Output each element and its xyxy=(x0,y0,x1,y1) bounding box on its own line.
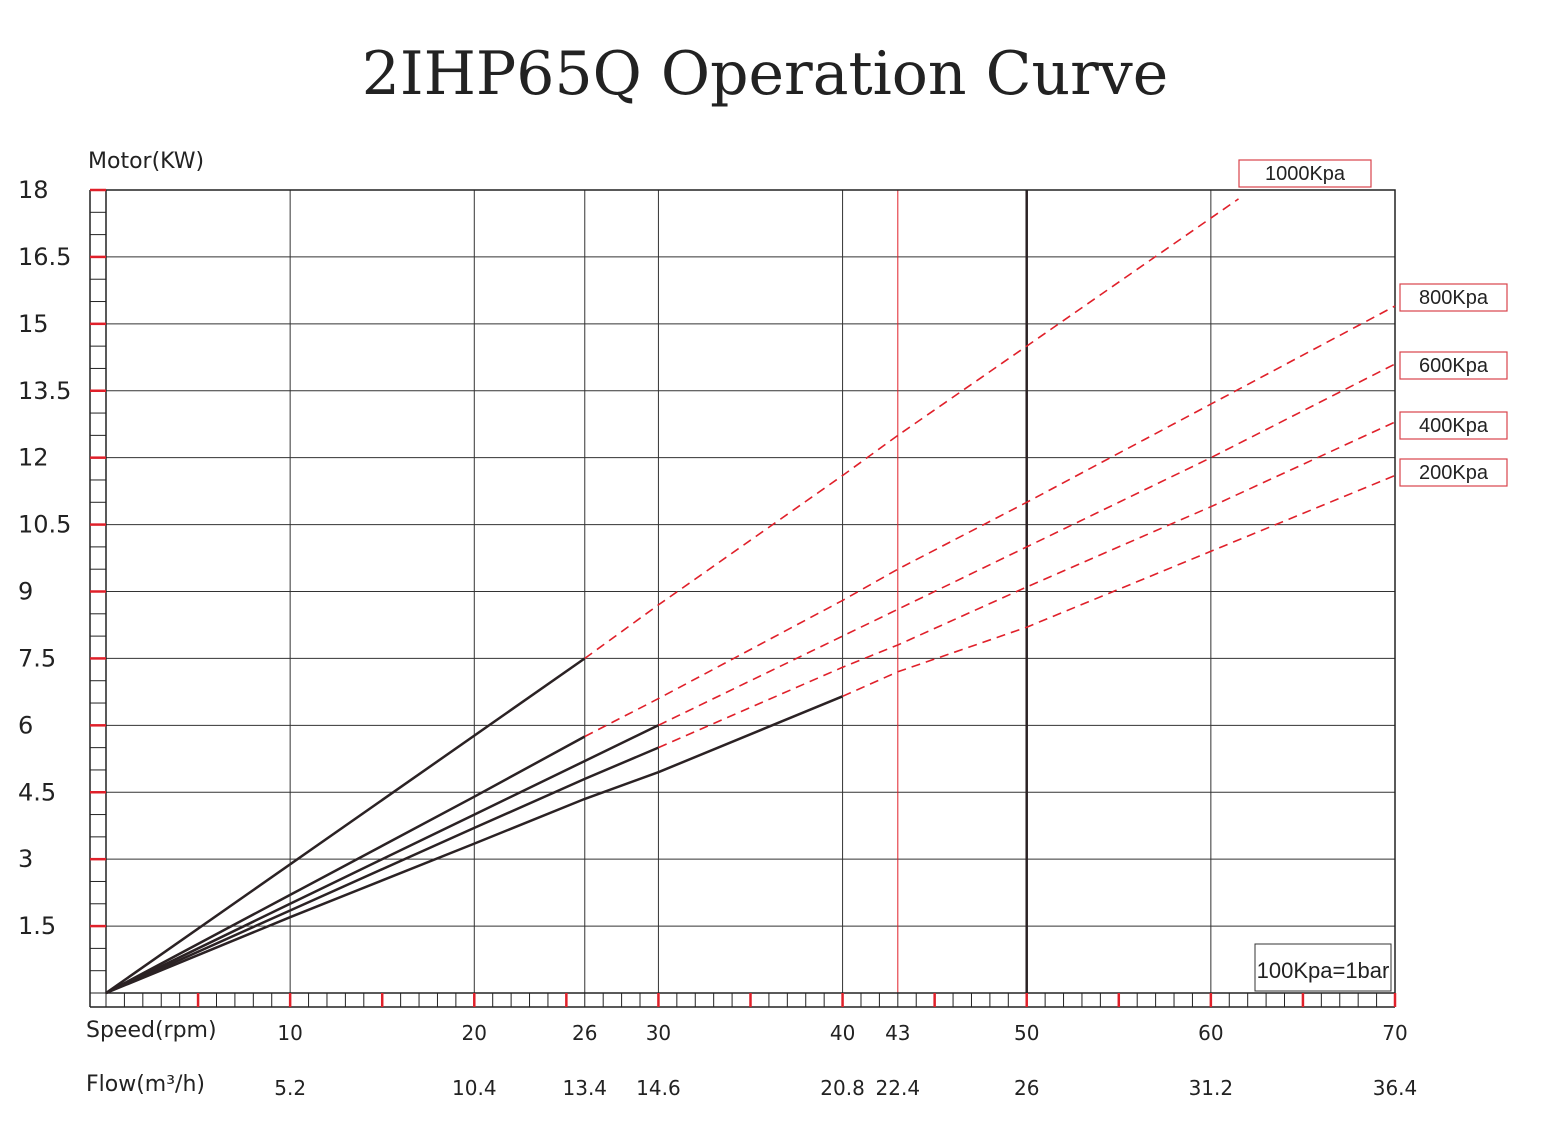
series-dashed-800Kpa xyxy=(584,305,1396,738)
legend-box-200Kpa xyxy=(1399,458,1508,487)
grid-layer xyxy=(105,189,1396,994)
series-lines xyxy=(105,198,1396,995)
flow-tick-label: 13.4 xyxy=(563,1076,608,1100)
flow-tick-label: 5.2 xyxy=(274,1076,306,1100)
flow-tick-label: 14.6 xyxy=(636,1076,681,1100)
series-dashed-200Kpa xyxy=(842,474,1396,698)
x-tick-labels: 10 5.2 20 10.4 26 13.4 30 14.6 40 20.8 43 22.4 50 26 6… xyxy=(274,1021,1417,1100)
legend-label: 1000Kpa xyxy=(1265,163,1346,185)
y-tick-label: 1.5 xyxy=(18,912,56,940)
x-tick-label: 20 xyxy=(462,1021,487,1045)
legend-label: 600Kpa xyxy=(1419,355,1489,377)
y-tick-label: 10.5 xyxy=(18,511,71,539)
legend-box-600Kpa xyxy=(1399,351,1508,380)
y-tick-label: 6 xyxy=(18,711,33,739)
y-tick-label: 15 xyxy=(18,310,49,338)
legend-box-400Kpa xyxy=(1399,411,1508,440)
x-tick-label: 30 xyxy=(646,1021,671,1045)
flow-axis-title: Flow(m³/h) xyxy=(86,1072,205,1097)
x-tick-label: 10 xyxy=(277,1021,302,1045)
legend: 1000Kpa 800Kpa 600Kpa 400Kpa 200Kpa xyxy=(1238,159,1508,487)
flow-tick-label: 31.2 xyxy=(1189,1076,1234,1100)
series-dashed-1000Kpa xyxy=(584,198,1239,660)
y-tick-label: 4.5 xyxy=(18,778,56,806)
flow-tick-label: 26 xyxy=(1014,1076,1039,1100)
series-dashed-600Kpa xyxy=(658,363,1396,727)
flow-tick-label: 10.4 xyxy=(452,1076,497,1100)
y-tick-label: 16.5 xyxy=(18,243,71,271)
x-tick-label: 60 xyxy=(1198,1021,1223,1045)
flow-tick-label: 22.4 xyxy=(876,1076,921,1100)
series-solid-1000Kpa xyxy=(105,657,586,995)
x-tick-label: 70 xyxy=(1382,1021,1407,1045)
unit-note-box xyxy=(1254,943,1392,992)
series-solid-800Kpa xyxy=(105,735,586,995)
x-tick-label: 26 xyxy=(572,1021,597,1045)
y-tick-label: 3 xyxy=(18,845,33,873)
flow-tick-label: 20.8 xyxy=(820,1076,865,1100)
legend-label: 800Kpa xyxy=(1419,287,1489,309)
y-tick-label: 9 xyxy=(18,578,33,606)
legend-box-1000Kpa xyxy=(1238,159,1372,188)
series-solid-600Kpa xyxy=(105,724,659,995)
x-tick-label: 50 xyxy=(1014,1021,1039,1045)
chart-title: 2IHP65Q Operation Curve xyxy=(362,39,1169,109)
legend-label: 400Kpa xyxy=(1419,415,1489,437)
legend-box-800Kpa xyxy=(1399,283,1508,312)
y-tick-label: 12 xyxy=(18,444,49,472)
x-tick-label: 40 xyxy=(830,1021,855,1045)
legend-label: 200Kpa xyxy=(1419,462,1489,484)
unit-note: 100Kpa=1bar xyxy=(1254,943,1392,992)
series-dashed-400Kpa xyxy=(658,421,1396,749)
axis-ruler xyxy=(89,188,1397,1008)
x-tick-label: 43 xyxy=(885,1021,910,1045)
y-axis-title: Motor(KW) xyxy=(88,149,204,174)
y-tick-labels: 18 16.5 15 13.5 12 10.5 9 7.5 6 4.5 3 1.5 xyxy=(18,176,71,940)
y-tick-label: 13.5 xyxy=(18,377,71,405)
flow-tick-label: 36.4 xyxy=(1373,1076,1418,1100)
y-tick-label: 7.5 xyxy=(18,644,56,672)
series-solid-200Kpa xyxy=(105,695,844,995)
y-tick-label: 18 xyxy=(18,176,49,204)
unit-note-text: 100Kpa=1bar xyxy=(1257,958,1390,983)
series-solid-400Kpa xyxy=(105,746,659,995)
x-axis-title: Speed(rpm) xyxy=(86,1018,217,1043)
